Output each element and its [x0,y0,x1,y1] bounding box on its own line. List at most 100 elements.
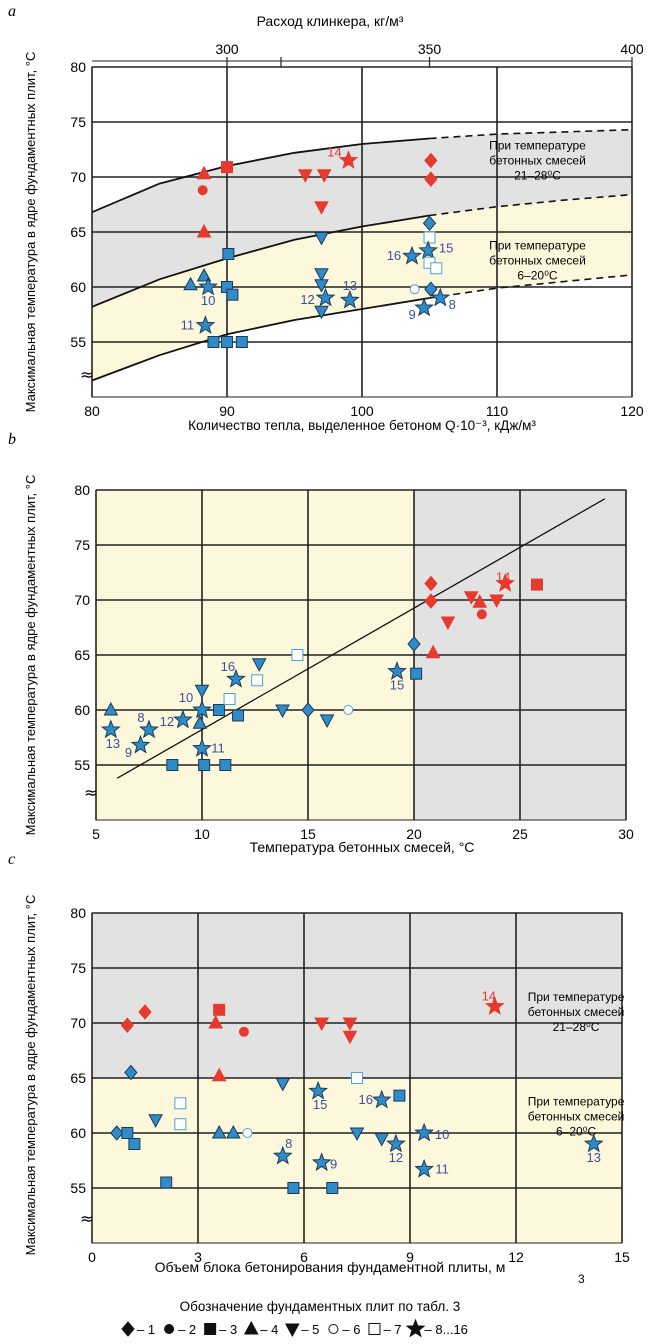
chart-b-point-star [387,661,407,680]
chart-a-x-tick-label: 80 [84,403,100,419]
chart-b-point-label: 14 [496,570,510,585]
chart-a-point-circle [409,284,420,295]
chart-a-point-diamond [424,281,438,297]
chart-c-point-star [385,1133,406,1153]
legend-item-label: – 8...16 [425,1322,468,1337]
chart-c-x-tick-label: 9 [406,1249,414,1265]
chart-b-trend-line [116,498,606,779]
chart-a-y-tick-label: 55 [70,334,86,350]
chart-c-point-label: 11 [435,1161,449,1176]
chart-c-x-tick-label: 12 [508,1249,524,1265]
chart-a-region-label-line: При температуре [489,139,586,153]
chart-a-point-square [221,336,233,348]
chart-c-point-label: 16 [358,1092,372,1107]
chart-c-point-label: 9 [330,1157,337,1172]
chart-b-x-tick-label: 25 [512,826,528,842]
chart-a-point-square [226,288,239,301]
chart-c-point-star [414,1122,435,1142]
chart-a-curve-3-dashed [429,274,632,299]
chart-b-point-star [226,668,246,688]
chart-a-point-label: 13 [343,278,357,293]
chart-c-point-star [311,1152,332,1172]
chart-b-point-star [130,734,151,754]
chart-b-frame [95,489,627,821]
chart-a-points: 14 10 11 12 13 15 16 9 8 [181,145,456,348]
chart-b-point-label: 12 [160,714,174,729]
chart-a-point-label: 15 [439,241,453,256]
chart-c-x-tick-label: 6 [300,1249,308,1265]
chart-a-point-square [430,262,443,275]
chart-a-point-square [235,336,248,348]
chart-a-y-axis-label: Максимальная температура в ядре фундамен… [23,52,38,413]
legend-item-label: – 3 [219,1322,237,1337]
chart-b-point-triangle [103,701,119,716]
chart-c-y-tick-label: 70 [70,1015,86,1031]
legend-marker-square [368,1323,381,1335]
chart-c-point-square [174,1097,187,1110]
chart-c-point-triangle [208,1014,224,1029]
chart-a-y-tick-label: 80 [70,59,86,75]
chart-a-region-label-line: 21–28⁰С [514,169,561,183]
legend-item-label: – 2 [178,1322,196,1337]
legend-title: Обозначение фундаментных плит по табл. 3 [180,1299,461,1314]
chart-a-point-star [402,245,422,265]
chart-b-point-star [192,738,212,757]
panel-letter-b: b [8,431,16,448]
legend-marker-star [405,1318,426,1338]
chart-b-y-tick-label: 75 [74,537,90,553]
chart-c-point-square [128,1138,141,1150]
chart-a-top-axis-ticks: 300 350 400 [92,41,644,67]
chart-a-point-triangle-down [314,201,329,215]
legend-item-label: – 6 [342,1322,360,1337]
chart-b-x-tick-label: 15 [300,826,316,842]
chart-b-point-triangle-down [194,684,210,699]
chart-b-point-label: 8 [137,710,144,725]
chart-c-point-square [121,1127,134,1139]
chart-a-curves [92,128,632,382]
legend-items: – 1 – 2 – 3 – 4 – 5 – 6 – 7 – 8...16 [121,1318,468,1338]
chart-c-region-label-line: бетонных смесей [528,1005,625,1019]
chart-c-point-label: 15 [313,1097,327,1112]
chart-a-y-tick-label: 70 [70,169,86,185]
chart-b-point-square [251,674,264,687]
legend-marker-triangle-down [284,1323,300,1338]
chart-c-y-tick-label: 65 [70,1070,86,1086]
chart-c-point-triangle-down [342,1017,358,1032]
chart-b-point-triangle [472,594,488,608]
chart-b-point-diamond [407,636,421,652]
chart-b-point-label: 16 [221,659,235,674]
chart-a-point-square [423,231,436,244]
chart-a-point-diamond [424,171,438,187]
chart-b-point-triangle-down [275,704,290,719]
chart-c-x-axis-unit-sup: 3 [578,1272,585,1286]
chart-c-point-star [308,1080,329,1100]
chart-a-frame [91,66,633,398]
chart-c-region-label-line: бетонных смесей [528,1110,625,1124]
chart-b-axis-break: ≈ [84,783,97,802]
chart-a-point-circle [197,185,208,196]
chart-a-point-triangle-down [316,169,332,183]
chart-a-point-triangle [196,223,212,238]
chart-b-y-axis-label: Максимальная температура в ядре фундамен… [23,475,38,836]
chart-c-point-diamond [120,1017,134,1033]
chart-a-point-star [430,287,451,307]
chart-b-x-axis-label: Температура бетонных смесей, °С [250,839,475,855]
chart-b-x-tick-label: 20 [406,826,422,842]
chart-a-point-label: 14 [327,145,341,160]
chart-c-x-tick-label: 0 [88,1249,96,1265]
chart-a-point-star [195,315,216,334]
chart-b-point-triangle-down [251,658,267,672]
chart-c-point-diamond [124,1064,138,1081]
chart-a-region-label-line: 6–20⁰С [517,269,558,283]
chart-a-point-label: 11 [181,318,195,333]
chart-a-point-star [198,276,219,296]
chart-a-region-label-line: При температуре [489,239,586,253]
chart-a-point-star [338,150,359,169]
chart-a-curve-1-dashed [429,128,632,140]
chart-c-point-triangle-down [374,1133,390,1147]
chart-c-band-gray [92,913,622,1078]
legend-marker-circle [164,1324,175,1334]
chart-a-point-triangle-down [314,232,329,246]
chart-b-x-tick-label: 5 [92,826,100,842]
chart-b-point-square [530,578,543,591]
